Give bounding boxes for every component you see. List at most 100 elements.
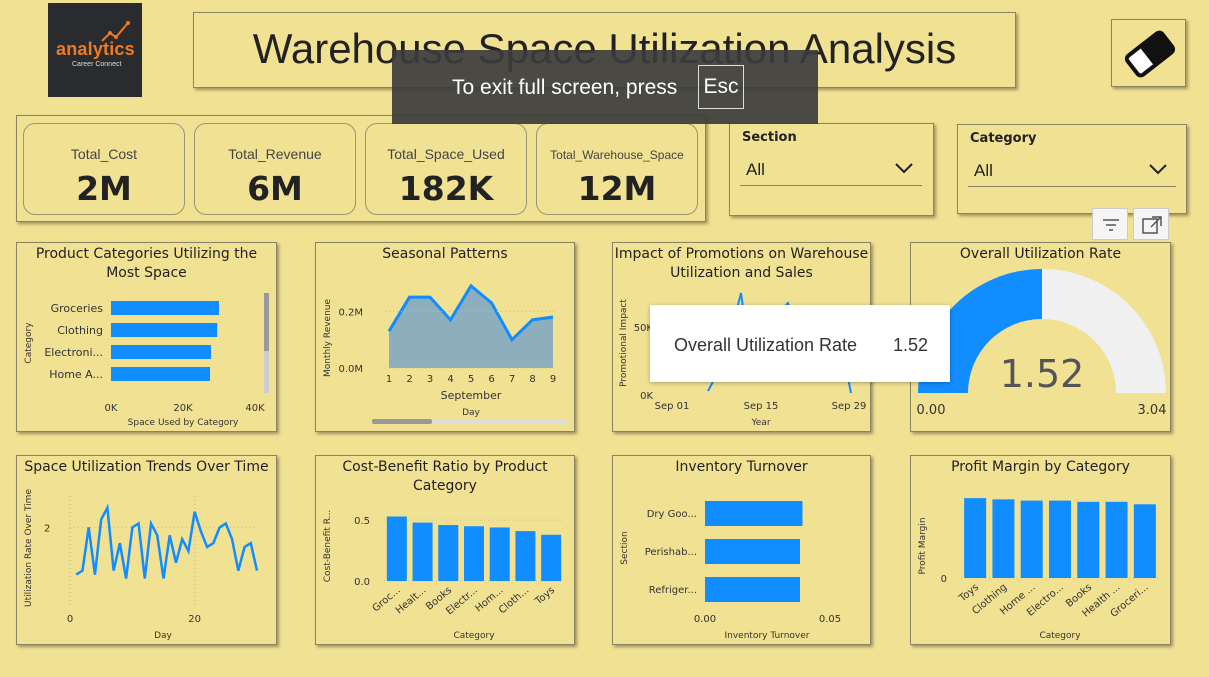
kpi-label: Total_Space_Used — [387, 146, 505, 162]
category-slicer: Category All — [957, 124, 1187, 214]
category-slicer-label: Category — [970, 131, 1037, 146]
bar — [1133, 504, 1156, 578]
category-dropdown[interactable]: All — [968, 153, 1176, 187]
gauge-value: 1.52 — [1000, 352, 1085, 396]
category-label: Perishab... — [645, 547, 697, 558]
x-tick-label: 8 — [529, 374, 535, 385]
bar — [489, 527, 510, 581]
y-axis-label: Category — [24, 322, 34, 364]
focus-mode-button[interactable] — [1133, 208, 1169, 240]
x-tick-label: 6 — [488, 374, 494, 385]
toast-message: To exit full screen, press — [452, 76, 678, 99]
x-axis-label: Category — [453, 631, 495, 641]
chart-title: Overall Utilization Rate — [959, 246, 1122, 262]
x-axis-label: Inventory Turnover — [725, 631, 810, 641]
y-tick-label: 0 — [941, 574, 947, 585]
inventory-turnover-chart[interactable]: Inventory Turnover Dry Goo... Perishab...… — [612, 455, 871, 645]
section-slicer-label: Section — [742, 130, 797, 145]
section-dropdown[interactable]: All — [740, 152, 922, 186]
logo-chart-icon — [101, 21, 130, 42]
y-tick-label: 0.5 — [354, 516, 370, 527]
x-axis-label: Day — [462, 408, 480, 418]
bar — [964, 498, 987, 578]
bar — [992, 499, 1015, 578]
chart-title: Seasonal Patterns — [382, 246, 508, 262]
kpi-label: Total_Warehouse_Space — [550, 148, 684, 162]
category-label: Home A... — [49, 368, 103, 381]
fullscreen-exit-toast: To exit full screen, press Esc — [392, 50, 818, 124]
category-label: Electroni... — [44, 346, 103, 359]
y-tick-label: 0.2M — [338, 307, 363, 318]
seasonal-patterns-plot: 0.0M 0.2M 1 2 3 4 5 6 7 8 9 September Day Monthly Rev… — [323, 283, 568, 424]
category-label: Refriger... — [649, 585, 697, 596]
space-utilization-trends-chart[interactable]: Space Utilization Trends Over Time 2 0 20 D… — [16, 455, 277, 645]
cost-benefit-plot: 0.00.5Groc...Healt...BooksElectr...Hom..… — [323, 510, 564, 641]
x-tick-label: 0 — [67, 614, 73, 625]
scrollbar-track[interactable] — [372, 419, 568, 424]
y-tick-label: 0.0M — [338, 364, 363, 375]
x-tick-label: 20 — [188, 614, 201, 625]
bar — [111, 345, 212, 359]
chart-title: Product Categories Utilizing the Most Sp… — [35, 246, 258, 281]
kpi-total-cost: Total_Cost 2M — [23, 123, 185, 215]
x-tick-label: 0K — [105, 403, 118, 414]
y-tick-label: 0.0 — [354, 577, 370, 588]
bar — [1049, 500, 1071, 578]
overall-utilization-gauge[interactable]: Overall Utilization Rate 1.52 0.00 3.04 — [910, 242, 1171, 432]
esc-key-badge: Esc — [698, 65, 744, 109]
category-label: Groceries — [51, 302, 104, 315]
area-line — [387, 283, 554, 343]
x-tick-label: 7 — [509, 374, 515, 385]
logo-text: analytics — [56, 39, 135, 59]
logo-subtext: Career Connect — [72, 61, 122, 68]
chart-title: Impact of Promotions on Warehouse Utiliz… — [614, 246, 869, 281]
x-tick-label: 3 — [427, 374, 433, 385]
x-tick-label: Sep 01 — [655, 401, 690, 412]
y-tick-label: 50K — [634, 323, 654, 334]
kpi-card-group: Total_Cost 2M Total_Revenue 6M Total_Spa… — [16, 115, 706, 222]
y-tick-label: 2 — [44, 523, 50, 534]
chart-title: Cost-Benefit Ratio by Product Category — [342, 459, 548, 494]
seasonal-patterns-chart[interactable]: Seasonal Patterns 0.0M 0.2M 1 2 3 4 5 6 7 8 9 Septe… — [315, 242, 575, 432]
bar — [1077, 501, 1100, 578]
bar — [1105, 501, 1128, 578]
y-axis-label: Monthly Revenue — [323, 298, 333, 377]
category-label: Toys — [957, 582, 981, 605]
scrollbar-thumb[interactable] — [264, 293, 269, 351]
filter-icon — [1103, 219, 1119, 231]
cost-benefit-ratio-chart[interactable]: Cost-Benefit Ratio by Product Category 0… — [315, 455, 575, 645]
x-tick-label: 0.05 — [819, 614, 841, 625]
x-tick-label: 5 — [468, 374, 474, 385]
kpi-total-warehouse-space: Total_Warehouse_Space 12M — [536, 123, 698, 215]
inventory-turnover-plot: Dry Goo... Perishab... Refriger... 0.00 0.05… — [620, 501, 841, 641]
bar — [438, 525, 459, 581]
x-tick-label: 0.00 — [694, 614, 716, 625]
bar — [705, 577, 800, 602]
gauge-plot: 1.52 0.00 3.04 — [917, 269, 1166, 418]
chart-title: Space Utilization Trends Over Time — [24, 459, 269, 475]
x-tick-label: 40K — [245, 403, 265, 414]
gauge-min-label: 0.00 — [917, 403, 946, 418]
profit-margin-chart[interactable]: Profit Margin by Category 0 Toys Clothing H… — [910, 455, 1171, 645]
chart-title: Profit Margin by Category — [951, 459, 1130, 475]
bar — [1020, 500, 1043, 578]
bar — [464, 526, 484, 581]
bar — [386, 516, 407, 581]
trend-line — [75, 503, 259, 579]
y-axis-label: Promotional Impact — [619, 299, 629, 387]
x-tick-label: 4 — [447, 374, 453, 385]
kpi-value: 6M — [247, 169, 303, 208]
bar — [412, 522, 433, 581]
chevron-down-icon — [1149, 164, 1167, 175]
product-categories-chart[interactable]: Product Categories Utilizing the Most Sp… — [16, 242, 277, 432]
bar — [541, 534, 562, 581]
scrollbar-thumb[interactable] — [372, 419, 432, 424]
area-fill — [389, 285, 553, 368]
kpi-total-space-used: Total_Space_Used 182K — [365, 123, 527, 215]
x-tick-label: 20K — [173, 403, 193, 414]
filter-button[interactable] — [1092, 208, 1128, 240]
y-axis-label: Utilization Rate Over Time — [24, 489, 34, 607]
clear-filters-button[interactable] — [1111, 19, 1186, 87]
